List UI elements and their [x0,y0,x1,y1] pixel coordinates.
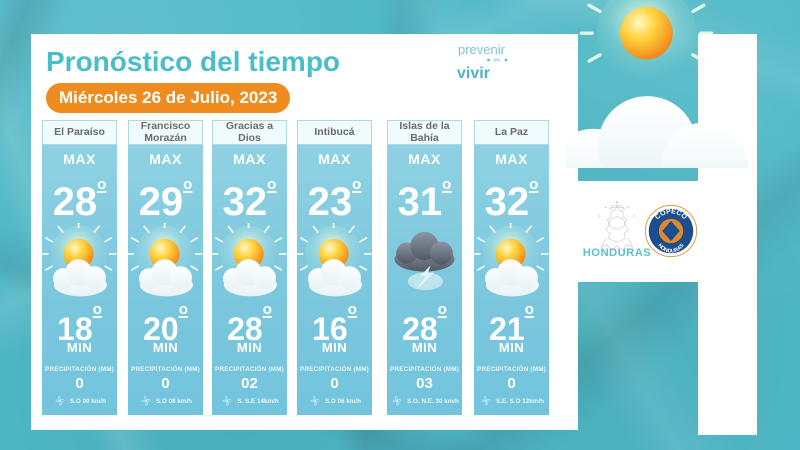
svg-text:es: es [494,58,500,64]
svg-text:vivir: vivir [457,65,490,82]
svg-text:prevenir: prevenir [458,42,506,57]
svg-text:HONDURAS: HONDURAS [583,247,652,259]
